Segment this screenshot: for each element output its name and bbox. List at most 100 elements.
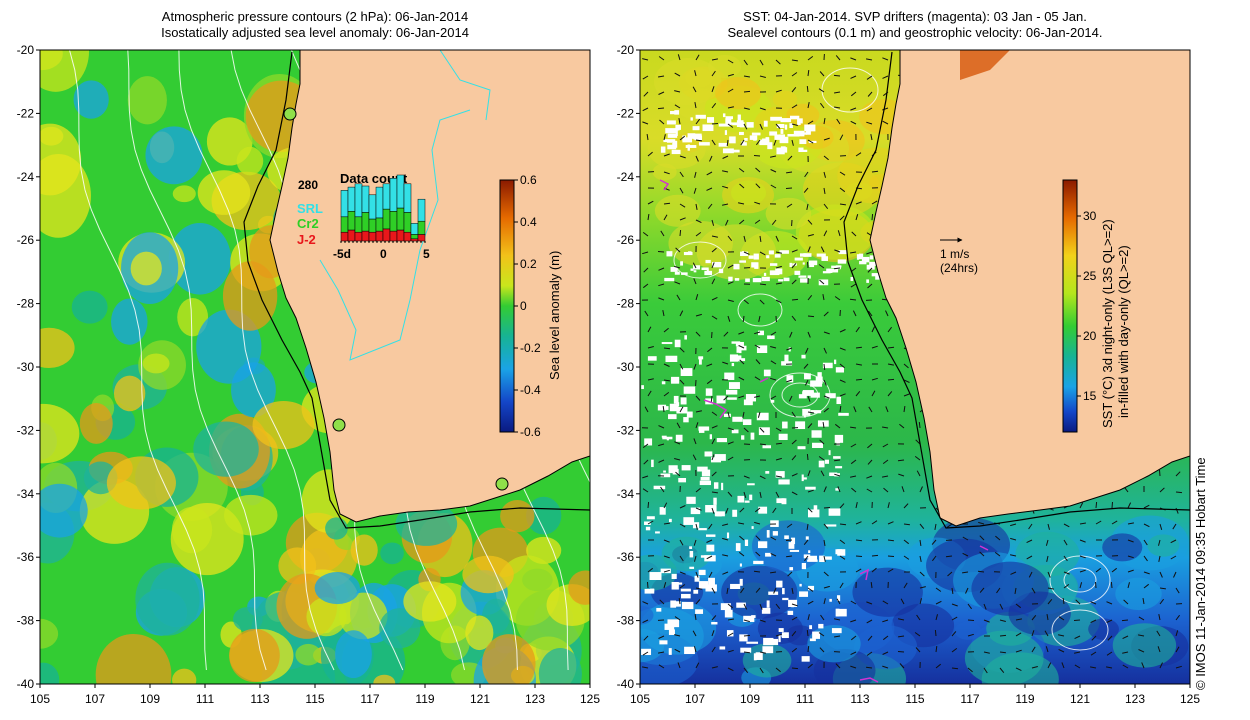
inset-bar-cr2: [417, 220, 426, 235]
left-lon-tick-label: 113: [250, 692, 269, 706]
left-lat-tick-label: -24: [17, 170, 35, 184]
right-lat-tick-label: -22: [617, 106, 635, 120]
right-lat-tick-label: -30: [617, 360, 635, 374]
inset-bar-cr2: [375, 217, 384, 232]
inset-xtick: 5: [423, 247, 430, 261]
inset-bar-j2: [368, 231, 377, 242]
left-lon-tick-label: 117: [360, 692, 379, 706]
scale-arrow-sublabel: (24hrs): [940, 261, 978, 275]
inset-bar-cr2: [340, 216, 349, 233]
inset-bar-srl: [389, 178, 398, 212]
right-lat-tick-label: -26: [617, 233, 635, 247]
inset-bar-srl: [347, 186, 356, 212]
right-lon-tick-label: 107: [685, 692, 705, 706]
right-lat-tick-label: -24: [617, 170, 635, 184]
inset-bar-cr2: [382, 208, 391, 230]
colorbar-tick-label: -0.2: [520, 341, 541, 355]
right-lat-tick-label: -38: [617, 614, 635, 628]
sla-colorbar-label: Sea level anomaly (m): [547, 251, 562, 380]
inset-bar-srl: [403, 183, 412, 213]
inset-bar-srl: [340, 190, 349, 218]
inset-bar-j2: [354, 231, 363, 242]
inset-bar-srl: [410, 223, 419, 235]
colorbar-tick-label: -0.4: [520, 383, 541, 397]
left-lon-tick-label: 121: [470, 692, 490, 706]
colorbar-tick-label: 20: [1083, 329, 1097, 343]
colorbar-tick-label: 30: [1083, 209, 1097, 223]
left-lat-tick-label: -26: [17, 233, 35, 247]
inset-legend-cr2: Cr2: [297, 216, 319, 231]
australia-land-right: [869, 50, 1190, 527]
inset-bar-srl: [361, 185, 370, 213]
left-lon-tick-label: 107: [85, 692, 105, 706]
left-title-line2: Isostatically adjusted sea level anomaly…: [161, 25, 469, 40]
inset-bar-cr2: [347, 211, 356, 231]
inset-xtick: 0: [380, 247, 387, 261]
inset-bar-srl: [382, 183, 391, 210]
data-count-inset: Data count 280 SRL Cr2 J-2 -5d 0 5: [297, 171, 430, 261]
sla-colorbar: 0.6 0.4 0.2 0 -0.2 -0.4 -0.6 Sea level anomaly…: [499, 173, 562, 439]
right-lat-tick-label: -28: [617, 297, 635, 311]
colorbar-tick-label: 0: [520, 299, 527, 313]
inset-bar-j2: [361, 230, 370, 242]
right-title-line2: Sealevel contours (0.1 m) and geostrophi…: [727, 25, 1103, 40]
right-lon-tick-label: 105: [630, 692, 650, 706]
inset-bar-j2: [396, 229, 405, 242]
inset-bar-j2: [382, 228, 391, 242]
right-lat-tick-label: -40: [617, 677, 635, 691]
left-title-line1: Atmospheric pressure contours (2 hPa): 0…: [161, 9, 469, 24]
colorbar-tick-label: 15: [1083, 389, 1097, 403]
right-title-line1: SST: 04-Jan-2014. SVP drifters (magenta)…: [743, 9, 1087, 24]
left-lon-tick-label: 125: [580, 692, 600, 706]
inset-bar-j2: [375, 230, 384, 242]
inset-bar-j2: [340, 231, 349, 242]
inset-bar-cr2: [396, 207, 405, 231]
tide-gauge-marker: [332, 418, 346, 432]
inset-legend-srl: SRL: [297, 201, 323, 216]
inset-bar-cr2: [368, 218, 377, 233]
left-lat-tick-label: -38: [17, 614, 35, 628]
inset-bar-cr2: [389, 211, 398, 232]
left-lon-tick-label: 115: [305, 692, 324, 706]
left-lon-tick-label: 111: [196, 692, 215, 706]
inset-bar-srl: [417, 198, 426, 222]
inset-bar-srl: [375, 186, 384, 219]
colorbar-tick-label: 0.6: [520, 173, 537, 187]
left-lon-tick-label: 123: [525, 692, 545, 706]
credit-text: © IMOS 11-Jan-2014 09:35 Hobart Time: [1193, 457, 1208, 690]
left-lon-tick-label: 119: [415, 692, 434, 706]
left-lat-tick-label: -34: [17, 487, 35, 501]
inset-count-label: 280: [298, 178, 318, 192]
right-lon-tick-label: 123: [1125, 692, 1145, 706]
left-lat-tick-label: -28: [17, 297, 35, 311]
right-lat-tick-label: -20: [617, 43, 635, 57]
colorbar-tick-label: 25: [1083, 269, 1097, 283]
tide-gauge-marker: [495, 477, 509, 491]
right-lon-tick-label: 119: [1015, 692, 1034, 706]
inset-xtick: -5d: [333, 247, 351, 261]
colorbar-tick-label: -0.6: [520, 425, 541, 439]
inset-bar-cr2: [403, 212, 412, 233]
right-lon-tick-label: 115: [905, 692, 924, 706]
inset-bar-cr2: [354, 216, 363, 233]
right-lon-tick-label: 121: [1070, 692, 1090, 706]
left-lat-tick-label: -20: [17, 43, 35, 57]
left-lon-tick-label: 105: [30, 692, 50, 706]
tide-gauge-marker: [283, 107, 297, 121]
right-lon-tick-label: 117: [960, 692, 979, 706]
right-lat-tick-label: -36: [617, 550, 635, 564]
inset-legend-j2: J-2: [297, 232, 316, 247]
right-lon-tick-label: 111: [796, 692, 815, 706]
inset-bar-j2: [417, 234, 426, 242]
left-map: [40, 50, 590, 684]
inset-bar-srl: [396, 174, 405, 209]
inset-bar-srl: [368, 194, 377, 220]
colorbar-tick-label: 0.2: [520, 257, 537, 271]
right-lon-tick-label: 109: [740, 692, 760, 706]
right-lat-tick-label: -34: [617, 487, 635, 501]
sst-colorbar: 30 25 20 15 SST (°C) 3d night-only (L3S QL>…: [1062, 179, 1131, 433]
colorbar-tick-label: 0.4: [520, 215, 537, 229]
sst-colorbar-label2: in-filled with day-only (QL>=2): [1116, 245, 1131, 418]
sst-colorbar-label1: SST (°C) 3d night-only (L3S QL>=2): [1100, 219, 1115, 428]
left-lat-tick-label: -22: [17, 106, 35, 120]
